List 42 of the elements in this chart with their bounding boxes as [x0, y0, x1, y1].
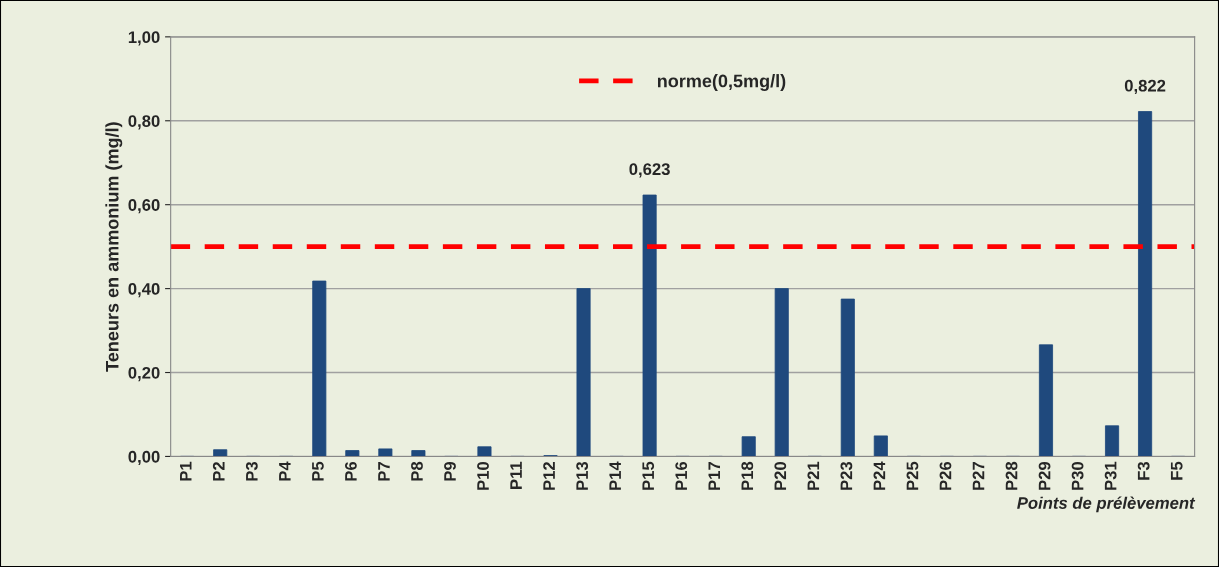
x-tick-label: P11: [510, 461, 522, 489]
x-tick-label: P28: [1005, 461, 1018, 490]
y-tick-label: 0,00: [128, 450, 160, 466]
x-tick-label: P21: [807, 461, 820, 490]
x-tick-label: P1: [180, 461, 192, 481]
data-label: 0,623: [629, 163, 670, 178]
y-tick-label: 0,60: [128, 199, 160, 214]
x-tick-label: P3: [245, 461, 258, 481]
x-tick-label: P4: [279, 461, 291, 481]
x-tick-label: P18: [741, 461, 754, 490]
x-tick-label: P9: [444, 461, 456, 481]
data-label: 0,822: [1124, 79, 1166, 94]
y-tick-label: 0,40: [128, 283, 160, 298]
x-tick-label: P14: [609, 461, 621, 490]
x-tick-label: F3: [1137, 461, 1150, 480]
x-tick-label: P30: [1071, 461, 1084, 490]
x-axis-title: Points de prélèvement: [1017, 496, 1196, 513]
x-tick-label: P16: [675, 461, 688, 490]
x-tick-label: P26: [939, 461, 952, 490]
x-tick-label: P29: [1038, 461, 1051, 490]
x-tick-label: P12: [543, 461, 555, 490]
x-tick-label: P15: [642, 461, 655, 490]
x-tick-label: P24: [873, 461, 886, 490]
x-tick-label: P23: [840, 461, 853, 490]
legend-label: norme(0,5mg/l): [657, 74, 786, 91]
x-tick-label: P6: [345, 461, 357, 481]
x-tick-label: P20: [774, 461, 787, 490]
x-tick-label: P13: [576, 461, 589, 490]
x-tick-label: P5: [312, 461, 324, 481]
x-tick-label: P25: [906, 461, 919, 490]
x-tick-label: F5: [1170, 461, 1183, 480]
x-tick-label: P2: [212, 461, 225, 481]
x-tick-label: P7: [378, 462, 390, 481]
x-tick-label: P17: [708, 462, 720, 490]
y-tick-label: 0,80: [128, 115, 160, 130]
x-tick-label: P10: [477, 461, 489, 490]
y-axis-title: Teneurs en ammonium (mg/l): [105, 122, 123, 372]
y-tick-label: 1,00: [128, 31, 160, 46]
y-tick-label: 0,20: [128, 366, 160, 382]
x-tick-label: P31: [1104, 461, 1117, 490]
x-tick-label: P27: [972, 462, 985, 490]
x-tick-label: P8: [411, 461, 423, 481]
